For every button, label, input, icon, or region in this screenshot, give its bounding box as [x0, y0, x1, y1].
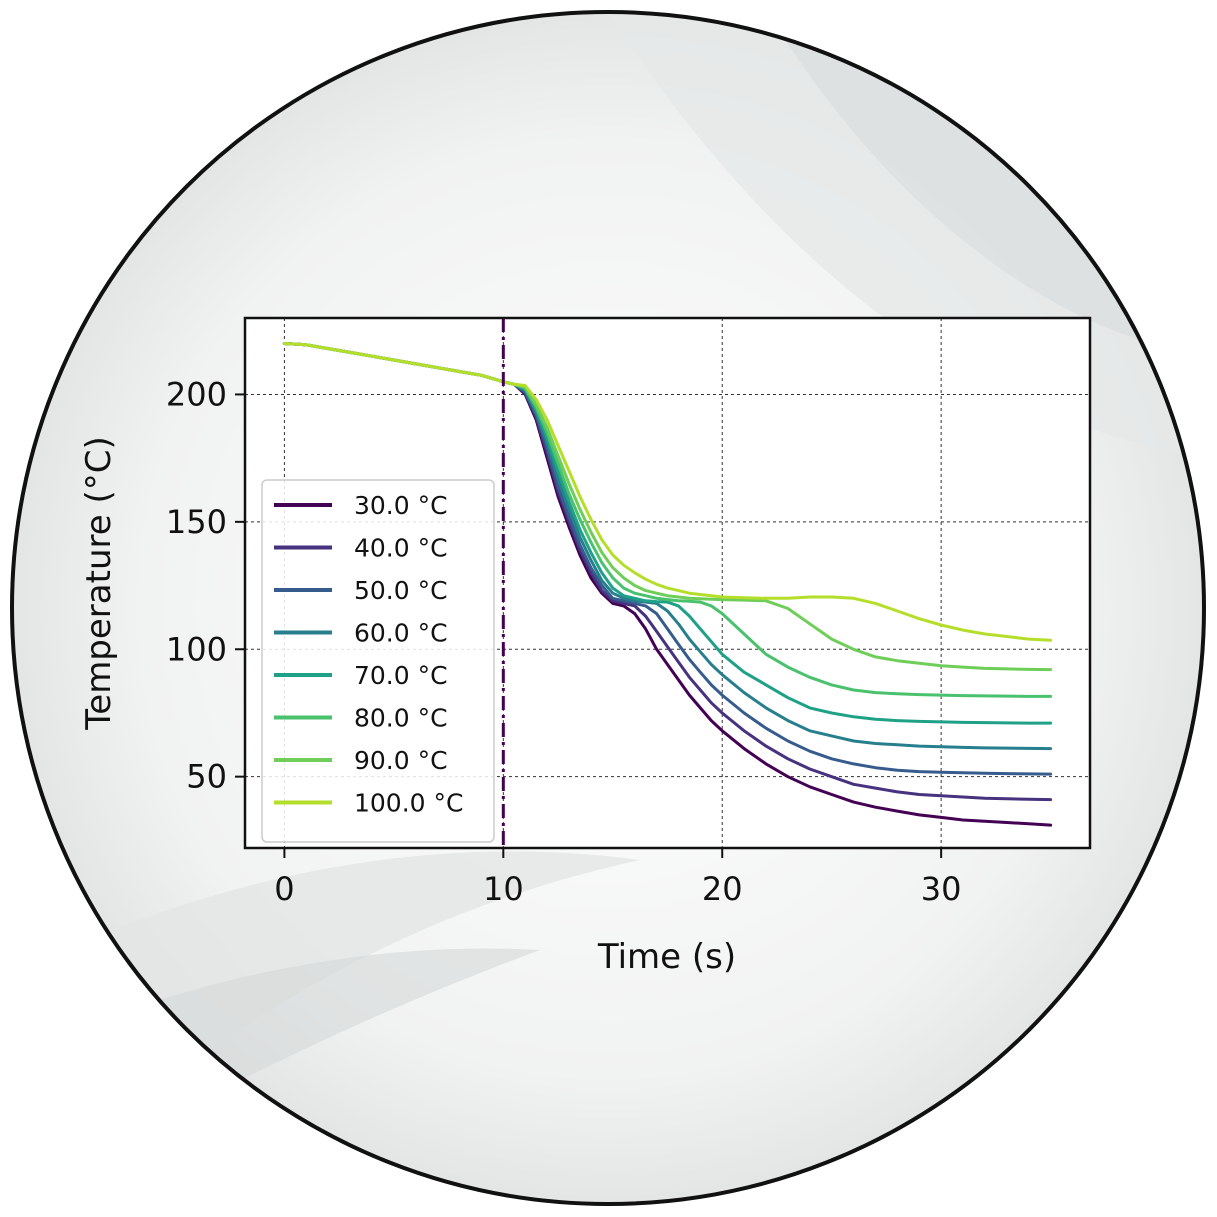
- x-tick-label: 0: [274, 870, 294, 908]
- series-line-8: [282, 342, 1053, 642]
- y-tick-label: 50: [186, 758, 227, 796]
- y-axis-label: Temperature (°C): [79, 436, 119, 730]
- y-tick-label: 200: [166, 375, 227, 413]
- plot-border: [243, 316, 1092, 850]
- y-tick-label: 100: [166, 630, 227, 668]
- legend-label: 30.0 °C: [354, 491, 448, 520]
- legend-box: [261, 479, 495, 843]
- legend-label: 40.0 °C: [354, 534, 448, 563]
- legend-label: 90.0 °C: [354, 746, 448, 775]
- x-axis-label: Time (s): [597, 937, 736, 977]
- x-tick-label: 30: [921, 870, 962, 908]
- axis-ticks: 0 10 20 30 50 100 150 200: [166, 375, 962, 908]
- x-tick-label: 20: [702, 870, 743, 908]
- x-tick-label: 10: [483, 870, 524, 908]
- series-lines: [282, 342, 1053, 827]
- legend: 30.0 °C 40.0 °C 50.0 °C 60.0 °C 70.0 °C 80.0 …: [261, 479, 495, 843]
- legend-label: 50.0 °C: [354, 576, 448, 605]
- circle-border: [10, 10, 1206, 1206]
- legend-label: 70.0 °C: [354, 661, 448, 690]
- legend-label: 100.0 °C: [354, 789, 463, 818]
- legend-label: 80.0 °C: [354, 704, 448, 733]
- legend-label: 60.0 °C: [354, 619, 448, 648]
- y-tick-label: 150: [166, 503, 227, 541]
